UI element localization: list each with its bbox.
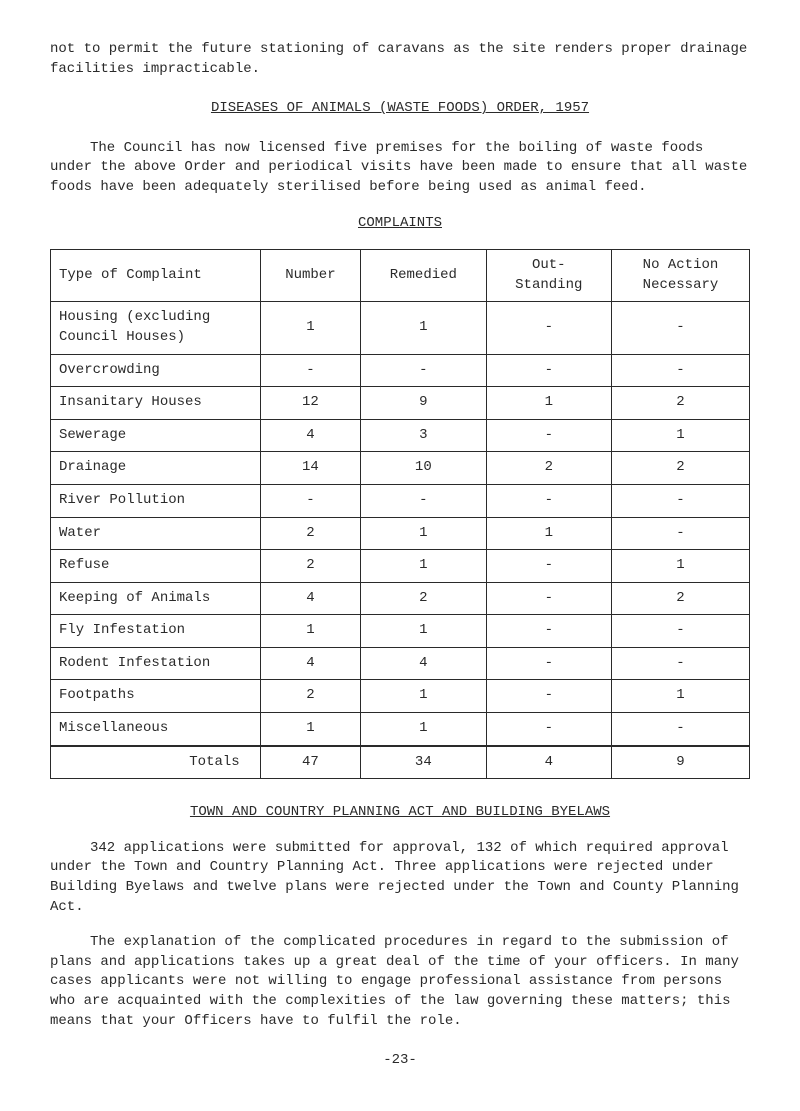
totals-label: Totals bbox=[51, 746, 261, 779]
cell-type: Sewerage bbox=[51, 419, 261, 452]
table-row: Refuse21-1 bbox=[51, 550, 750, 583]
totals-remedied: 34 bbox=[361, 746, 486, 779]
cell-type: Drainage bbox=[51, 452, 261, 485]
totals-outstanding: 4 bbox=[486, 746, 611, 779]
table-row: Sewerage43-1 bbox=[51, 419, 750, 452]
header-noaction: No Action Necessary bbox=[611, 250, 749, 302]
cell-outstanding: - bbox=[486, 582, 611, 615]
cell-noaction: - bbox=[611, 615, 749, 648]
cell-remedied: - bbox=[361, 354, 486, 387]
planning-heading: TOWN AND COUNTRY PLANNING ACT AND BUILDI… bbox=[50, 803, 750, 823]
table-row: Keeping of Animals42-2 bbox=[51, 582, 750, 615]
header-outstanding: Out- Standing bbox=[486, 250, 611, 302]
cell-noaction: - bbox=[611, 484, 749, 517]
cell-outstanding: - bbox=[486, 550, 611, 583]
footer-paragraph-1: 342 applications were submitted for appr… bbox=[50, 839, 750, 917]
cell-outstanding: - bbox=[486, 484, 611, 517]
cell-type: Keeping of Animals bbox=[51, 582, 261, 615]
cell-remedied: 2 bbox=[361, 582, 486, 615]
cell-type: Insanitary Houses bbox=[51, 387, 261, 420]
cell-noaction: - bbox=[611, 713, 749, 746]
cell-noaction: 1 bbox=[611, 680, 749, 713]
cell-remedied: 1 bbox=[361, 302, 486, 354]
totals-noaction: 9 bbox=[611, 746, 749, 779]
cell-remedied: 1 bbox=[361, 615, 486, 648]
cell-type: Fly Infestation bbox=[51, 615, 261, 648]
complaints-table: Type of Complaint Number Remedied Out- S… bbox=[50, 249, 750, 779]
cell-number: 2 bbox=[260, 517, 360, 550]
header-type: Type of Complaint bbox=[51, 250, 261, 302]
intro-paragraph-2: The Council has now licensed five premis… bbox=[50, 139, 750, 198]
cell-outstanding: - bbox=[486, 647, 611, 680]
cell-outstanding: - bbox=[486, 615, 611, 648]
cell-outstanding: - bbox=[486, 713, 611, 746]
totals-number: 47 bbox=[260, 746, 360, 779]
cell-number: 4 bbox=[260, 647, 360, 680]
cell-noaction: 2 bbox=[611, 582, 749, 615]
cell-outstanding: 2 bbox=[486, 452, 611, 485]
cell-noaction: 2 bbox=[611, 452, 749, 485]
cell-outstanding: 1 bbox=[486, 517, 611, 550]
cell-outstanding: - bbox=[486, 302, 611, 354]
table-row: Rodent Infestation44-- bbox=[51, 647, 750, 680]
cell-noaction: - bbox=[611, 517, 749, 550]
cell-number: 4 bbox=[260, 419, 360, 452]
cell-outstanding: 1 bbox=[486, 387, 611, 420]
cell-remedied: 10 bbox=[361, 452, 486, 485]
totals-row: Totals 47 34 4 9 bbox=[51, 746, 750, 779]
header-remedied: Remedied bbox=[361, 250, 486, 302]
cell-noaction: 2 bbox=[611, 387, 749, 420]
cell-remedied: 1 bbox=[361, 680, 486, 713]
table-header-row: Type of Complaint Number Remedied Out- S… bbox=[51, 250, 750, 302]
page-number: -23- bbox=[50, 1051, 750, 1071]
cell-number: 2 bbox=[260, 550, 360, 583]
cell-remedied: - bbox=[361, 484, 486, 517]
cell-outstanding: - bbox=[486, 680, 611, 713]
cell-noaction: - bbox=[611, 354, 749, 387]
cell-type: River Pollution bbox=[51, 484, 261, 517]
table-row: Overcrowding---- bbox=[51, 354, 750, 387]
cell-noaction: - bbox=[611, 647, 749, 680]
cell-remedied: 1 bbox=[361, 550, 486, 583]
cell-noaction: 1 bbox=[611, 550, 749, 583]
cell-noaction: - bbox=[611, 302, 749, 354]
cell-number: 1 bbox=[260, 302, 360, 354]
table-row: Water211- bbox=[51, 517, 750, 550]
table-row: River Pollution---- bbox=[51, 484, 750, 517]
diseases-heading: DISEASES OF ANIMALS (WASTE FOODS) ORDER,… bbox=[50, 99, 750, 119]
cell-number: 1 bbox=[260, 615, 360, 648]
footer-paragraph-2: The explanation of the complicated proce… bbox=[50, 933, 750, 1031]
cell-number: 1 bbox=[260, 713, 360, 746]
cell-number: 2 bbox=[260, 680, 360, 713]
cell-type: Rodent Infestation bbox=[51, 647, 261, 680]
cell-noaction: 1 bbox=[611, 419, 749, 452]
cell-remedied: 4 bbox=[361, 647, 486, 680]
cell-number: - bbox=[260, 354, 360, 387]
cell-type: Miscellaneous bbox=[51, 713, 261, 746]
cell-number: 4 bbox=[260, 582, 360, 615]
table-row: Miscellaneous11-- bbox=[51, 713, 750, 746]
cell-type: Overcrowding bbox=[51, 354, 261, 387]
cell-type: Housing (excluding Council Houses) bbox=[51, 302, 261, 354]
cell-outstanding: - bbox=[486, 354, 611, 387]
cell-number: - bbox=[260, 484, 360, 517]
cell-remedied: 1 bbox=[361, 517, 486, 550]
table-row: Insanitary Houses12912 bbox=[51, 387, 750, 420]
table-row: Housing (excluding Council Houses)11-- bbox=[51, 302, 750, 354]
table-row: Footpaths21-1 bbox=[51, 680, 750, 713]
cell-remedied: 1 bbox=[361, 713, 486, 746]
cell-number: 14 bbox=[260, 452, 360, 485]
cell-remedied: 9 bbox=[361, 387, 486, 420]
cell-number: 12 bbox=[260, 387, 360, 420]
cell-type: Footpaths bbox=[51, 680, 261, 713]
intro-paragraph-1: not to permit the future stationing of c… bbox=[50, 40, 750, 79]
table-row: Fly Infestation11-- bbox=[51, 615, 750, 648]
table-row: Drainage141022 bbox=[51, 452, 750, 485]
cell-remedied: 3 bbox=[361, 419, 486, 452]
cell-type: Refuse bbox=[51, 550, 261, 583]
header-number: Number bbox=[260, 250, 360, 302]
cell-outstanding: - bbox=[486, 419, 611, 452]
cell-type: Water bbox=[51, 517, 261, 550]
complaints-heading: COMPLAINTS bbox=[50, 214, 750, 234]
